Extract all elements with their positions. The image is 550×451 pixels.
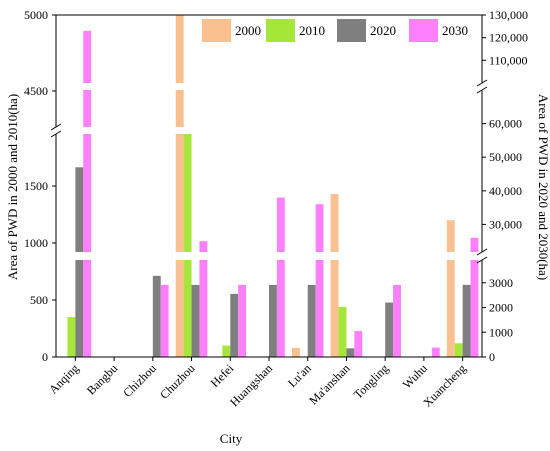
right-break-mark-1	[476, 79, 488, 87]
bar-2020-chizhou	[152, 275, 161, 357]
x-tick-label-7: Ma'anshan	[306, 361, 352, 407]
bar-2000-ma-anshan	[330, 193, 339, 357]
bar-2020-xuancheng	[462, 284, 471, 357]
right-break-mark-2	[476, 256, 488, 264]
bar-2010-ma-anshan	[338, 306, 347, 357]
y-right-tick-label-8: 110,000	[489, 53, 528, 67]
y-right-tick-label-9: 120,000	[489, 31, 528, 45]
bar-2010-chuzhou	[183, 133, 192, 357]
bar-2020-hefei	[230, 293, 239, 357]
bar-2010-xuancheng	[454, 343, 463, 357]
y-right-tick-label-10: 130,000	[489, 8, 528, 22]
x-tick-label-5: Huangshan	[227, 361, 275, 409]
legend-label-2010: 2010	[299, 23, 325, 38]
y-left-tick-label-3: 1500	[24, 179, 48, 193]
x-tick-label-4: Hefei	[208, 361, 237, 390]
y-axis-left-title: Area of PWD in 2000 and 2010(ha)	[5, 94, 20, 280]
y-right-tick-label-3: 3000	[489, 276, 513, 290]
bar-2010-anqing	[67, 317, 76, 357]
legend-swatch-2010	[266, 19, 295, 42]
bar-2030-lu-an	[315, 204, 324, 357]
bar-2030-xuancheng	[470, 237, 479, 357]
bar-2030-huangshan	[276, 197, 285, 357]
x-tick-label-8: Tongling	[351, 361, 391, 401]
y-axis-right-title: Area of PWD in 2020 and 2030(ha)	[536, 94, 550, 280]
x-tick-label-9: Wuhu	[400, 361, 430, 391]
y-left-tick-label-0: 0	[42, 350, 48, 364]
right-break-mark-3	[476, 248, 488, 256]
x-tick-label-6: Lu'an	[285, 361, 314, 390]
bar-2020-lu-an	[307, 284, 316, 357]
legend: 2000 2010 2020 2030	[202, 19, 468, 42]
y-right-tick-label-6: 50,000	[489, 150, 522, 164]
legend-swatch-2030	[409, 19, 438, 42]
x-tick-label-3: Chuzhou	[157, 361, 198, 402]
y-left-tick-label-2: 1000	[24, 236, 48, 250]
bar-2030-tongling	[393, 284, 401, 357]
y-left-tick-label-5: 5000	[24, 8, 48, 22]
bar-2020-chuzhou	[191, 284, 200, 357]
legend-swatch-2000	[202, 19, 231, 42]
axis-break-band-1	[57, 83, 481, 90]
bar-2030-anqing	[83, 30, 92, 357]
bars-layer	[57, 15, 481, 357]
bar-2020-ma-anshan	[346, 348, 355, 357]
y-right-tick-label-1: 1000	[489, 325, 513, 339]
left-break-mark-1	[50, 123, 62, 131]
bar-2020-huangshan	[269, 284, 277, 357]
bar-2000-xuancheng	[446, 220, 455, 357]
y-right-tick-label-4: 30,000	[489, 217, 522, 231]
bar-2030-ma-anshan	[354, 331, 363, 357]
bar-2000-lu-an	[291, 347, 300, 357]
bar-2030-hefei	[238, 284, 247, 357]
legend-label-2020: 2020	[370, 23, 396, 38]
axis-break-band-0	[57, 127, 481, 134]
y-right-tick-label-5: 40,000	[489, 184, 522, 198]
bar-2030-chuzhou	[199, 241, 208, 357]
bar-2020-tongling	[385, 302, 394, 357]
bar-2000-chuzhou	[175, 15, 184, 357]
axis-break-band-2	[57, 252, 481, 260]
y-left-tick-label-1: 500	[30, 293, 48, 307]
x-tick-label-2: Chizhou	[120, 361, 159, 400]
bar-2010-hefei	[222, 345, 231, 357]
x-tick-label-1: Bangbu	[84, 361, 120, 397]
legend-label-2000: 2000	[235, 23, 261, 38]
x-tick-label-0: Anqing	[46, 361, 81, 396]
left-break-mark-0	[50, 130, 62, 138]
legend-swatch-2020	[337, 19, 366, 42]
bar-2030-chizhou	[160, 284, 169, 357]
x-tick-label-10: Xuancheng	[420, 361, 469, 410]
x-axis-title: City	[220, 431, 243, 446]
y-left-tick-label-4: 4500	[24, 84, 48, 98]
bar-2020-anqing	[75, 167, 84, 357]
y-right-tick-label-0: 0	[489, 350, 495, 364]
legend-label-2030: 2030	[442, 23, 468, 38]
y-right-tick-label-2: 2000	[489, 301, 513, 315]
y-right-tick-label-7: 60,000	[489, 117, 522, 131]
right-break-mark-0	[476, 86, 488, 94]
bar-2030-wuhu	[431, 347, 440, 357]
